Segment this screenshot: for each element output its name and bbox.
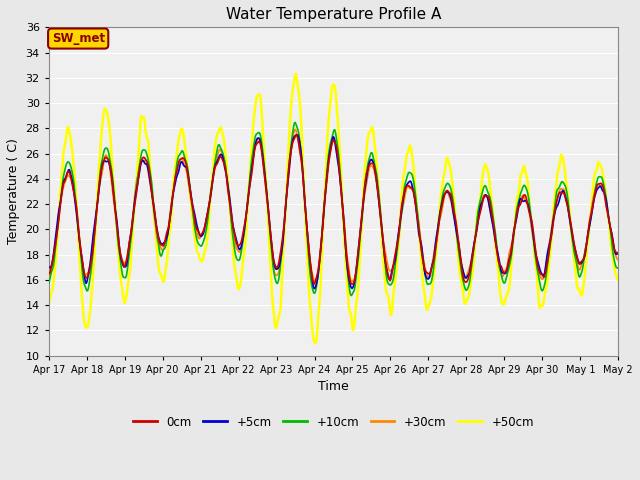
+5cm [202, 220, 209, 226]
+30cm [421, 264, 429, 270]
0cm [348, 281, 356, 287]
+5cm [172, 179, 179, 185]
+50cm [45, 302, 52, 308]
+5cm [421, 271, 429, 276]
+5cm [55, 206, 63, 212]
+30cm [55, 210, 63, 216]
Legend: 0cm, +5cm, +10cm, +30cm, +50cm: 0cm, +5cm, +10cm, +30cm, +50cm [129, 411, 538, 433]
+5cm [614, 251, 622, 256]
Line: +5cm: +5cm [49, 135, 618, 288]
Line: 0cm: 0cm [49, 135, 618, 284]
0cm [614, 251, 622, 256]
0cm [172, 173, 179, 179]
+30cm [45, 274, 52, 279]
Line: +30cm: +30cm [49, 129, 618, 285]
Title: Water Temperature Profile A: Water Temperature Profile A [226, 7, 441, 22]
+10cm [404, 170, 412, 176]
+30cm [114, 234, 122, 240]
+50cm [421, 294, 429, 300]
+30cm [202, 220, 209, 226]
+10cm [45, 280, 52, 286]
+50cm [292, 71, 300, 77]
+10cm [114, 235, 122, 241]
+30cm [404, 183, 412, 189]
+10cm [55, 211, 63, 217]
+30cm [312, 282, 319, 288]
0cm [421, 267, 429, 273]
+10cm [421, 271, 429, 276]
+50cm [202, 246, 209, 252]
+50cm [614, 278, 622, 284]
+50cm [312, 340, 319, 346]
+50cm [114, 238, 122, 244]
0cm [55, 214, 63, 220]
+10cm [614, 265, 622, 271]
+10cm [202, 230, 209, 236]
+5cm [114, 226, 122, 232]
0cm [293, 132, 301, 138]
+30cm [614, 257, 622, 263]
Line: +50cm: +50cm [49, 74, 618, 343]
0cm [404, 183, 412, 189]
+5cm [310, 286, 318, 291]
X-axis label: Time: Time [318, 380, 349, 393]
Y-axis label: Temperature ( C): Temperature ( C) [7, 139, 20, 244]
+10cm [172, 172, 179, 178]
+30cm [172, 174, 179, 180]
Text: SW_met: SW_met [52, 32, 105, 45]
+10cm [348, 293, 355, 299]
+5cm [404, 180, 412, 185]
+50cm [55, 207, 63, 213]
+5cm [293, 132, 301, 138]
+5cm [45, 264, 52, 270]
0cm [202, 220, 209, 226]
0cm [114, 229, 122, 235]
+30cm [291, 126, 299, 132]
+50cm [172, 161, 179, 167]
+10cm [291, 120, 299, 125]
+50cm [404, 148, 412, 154]
0cm [45, 271, 52, 276]
Line: +10cm: +10cm [49, 122, 618, 296]
